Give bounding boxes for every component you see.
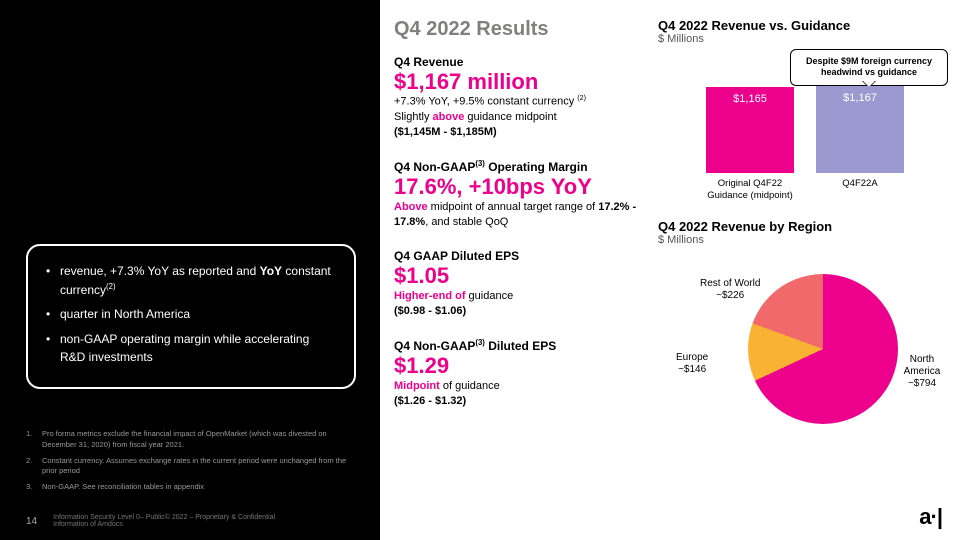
- highlights-box: • revenue, +7.3% YoY as reported and YoY…: [26, 244, 356, 389]
- metric-gaap-eps: Q4 GAAP Diluted EPS $1.05 Higher-end of …: [394, 249, 650, 318]
- bullet-3: • non-GAAP operating margin while accele…: [46, 330, 336, 367]
- piechart-unit: $ Millions: [658, 234, 942, 246]
- footnote-1: 1. Pro forma metrics exclude the financi…: [26, 429, 356, 449]
- metric-revenue: Q4 Revenue $1,167 million +7.3% YoY, +9.…: [394, 55, 650, 139]
- bullet-1-text: revenue, +7.3% YoY as reported and: [60, 264, 260, 278]
- metrics-panel: Q4 2022 Results Q4 Revenue $1,167 millio…: [380, 0, 658, 540]
- metric-nongaap-eps: Q4 Non-GAAP(3) Diluted EPS $1.29 Midpoin…: [394, 338, 650, 408]
- bar-actual: $1,167: [816, 86, 904, 173]
- revenue-vs-guidance-chart: Despite $9M foreign currency headwind vs…: [658, 51, 942, 201]
- piechart-title: Q4 2022 Revenue by Region: [658, 219, 942, 234]
- slide: • revenue, +7.3% YoY as reported and YoY…: [0, 0, 960, 540]
- pie-label-row: Rest of World ~$226: [700, 278, 760, 302]
- left-panel: • revenue, +7.3% YoY as reported and YoY…: [0, 0, 380, 540]
- results-title: Q4 2022 Results: [394, 18, 650, 41]
- metric-op-margin: Q4 Non-GAAP(3) Operating Margin 17.6%, +…: [394, 159, 650, 229]
- footnotes: 1. Pro forma metrics exclude the financi…: [26, 429, 356, 498]
- barchart-title: Q4 2022 Revenue vs. Guidance: [658, 18, 942, 33]
- revenue-by-region-chart: North America ~$794 Europe ~$146 Rest of…: [658, 252, 942, 452]
- bar-label-1: Q4F22A: [816, 178, 904, 201]
- footnote-2: 2. Constant currency. Assumes exchange r…: [26, 456, 356, 476]
- pie-label-na: North America ~$794: [902, 354, 942, 390]
- amdocs-logo: a·|: [919, 504, 942, 530]
- page-number: 14: [26, 516, 37, 527]
- barchart-unit: $ Millions: [658, 33, 942, 45]
- bullet-1: • revenue, +7.3% YoY as reported and YoY…: [46, 262, 336, 299]
- footnote-3: 3. Non-GAAP. See reconciliation tables i…: [26, 482, 356, 492]
- bar-label-0: Original Q4F22 Guidance (midpoint): [706, 178, 794, 201]
- pie: [748, 274, 898, 424]
- footer: 14 Information Security Level 0– Public©…: [26, 514, 366, 528]
- bullet-2: • quarter in North America: [46, 305, 336, 324]
- charts-panel: Q4 2022 Revenue vs. Guidance $ Millions …: [658, 0, 960, 540]
- bars-container: $1,165 $1,167: [678, 73, 932, 173]
- pie-label-eu: Europe ~$146: [676, 352, 708, 376]
- bar-guidance: $1,165: [706, 87, 794, 173]
- footer-text: Information Security Level 0– Public© 20…: [53, 514, 293, 528]
